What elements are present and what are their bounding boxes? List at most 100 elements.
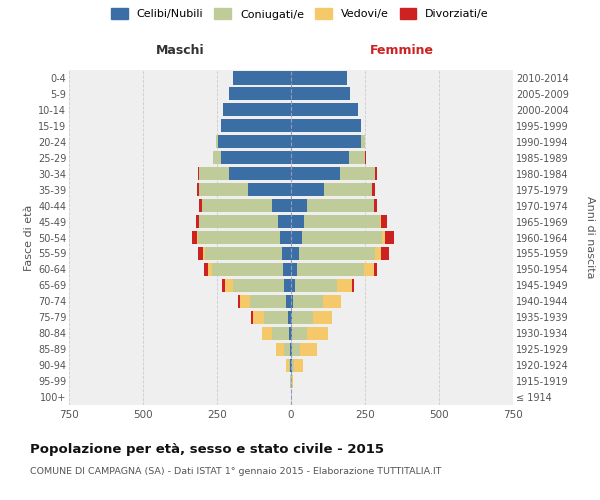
Bar [199,231,280,244]
Bar [292,358,294,372]
Bar [380,215,381,228]
Text: COMUNE DI CAMPAGNA (SA) - Dati ISTAT 1° gennaio 2015 - Elaborazione TUTTITALIA.I: COMUNE DI CAMPAGNA (SA) - Dati ISTAT 1° … [30,468,442,476]
Bar [373,183,375,196]
Bar [291,342,292,355]
Bar [304,215,380,228]
Bar [291,326,292,340]
Bar [225,279,233,292]
Bar [291,120,361,132]
Bar [250,295,286,308]
Bar [291,104,358,117]
Bar [199,215,278,228]
Bar [376,167,377,180]
Bar [199,199,202,212]
Bar [382,231,385,244]
Bar [281,247,291,260]
Bar [307,199,374,212]
Bar [215,135,218,148]
Bar [253,310,265,324]
Bar [291,135,361,148]
Bar [205,247,281,260]
Bar [307,326,328,340]
Bar [199,167,229,180]
Bar [248,183,291,196]
Bar [291,88,350,101]
Bar [199,183,248,196]
Bar [291,215,304,228]
Bar [198,247,203,260]
Bar [292,326,307,340]
Bar [240,295,250,308]
Bar [233,279,284,292]
Bar [340,167,376,180]
Bar [289,358,290,372]
Bar [374,199,377,212]
Bar [361,135,365,148]
Text: Popolazione per età, sesso e stato civile - 2015: Popolazione per età, sesso e stato civil… [30,442,384,456]
Bar [191,231,197,244]
Bar [293,295,323,308]
Bar [290,342,291,355]
Bar [299,247,375,260]
Y-axis label: Fasce di età: Fasce di età [23,204,34,270]
Bar [233,72,291,85]
Text: Maschi: Maschi [155,44,205,58]
Text: Femmine: Femmine [370,44,434,58]
Bar [283,263,291,276]
Bar [323,183,373,196]
Bar [291,183,323,196]
Bar [251,310,253,324]
Bar [291,72,347,85]
Bar [292,374,293,388]
Bar [291,310,292,324]
Bar [292,342,299,355]
Bar [364,263,374,276]
Bar [203,247,205,260]
Bar [221,120,291,132]
Bar [385,231,394,244]
Bar [302,231,382,244]
Bar [265,310,288,324]
Bar [262,326,272,340]
Bar [284,279,291,292]
Bar [291,263,297,276]
Bar [291,279,295,292]
Bar [352,279,354,292]
Bar [202,199,272,212]
Bar [284,342,290,355]
Bar [291,247,299,260]
Bar [349,151,365,164]
Bar [313,310,332,324]
Bar [295,279,337,292]
Bar [291,295,293,308]
Bar [223,104,291,117]
Bar [299,342,317,355]
Bar [291,199,307,212]
Bar [272,326,289,340]
Bar [208,263,212,276]
Bar [276,342,284,355]
Bar [291,151,349,164]
Bar [381,215,386,228]
Bar [218,135,291,148]
Bar [212,151,221,164]
Bar [292,310,313,324]
Bar [286,358,289,372]
Bar [197,183,199,196]
Bar [203,263,208,276]
Legend: Celibi/Nubili, Coniugati/e, Vedovi/e, Divorziati/e: Celibi/Nubili, Coniugati/e, Vedovi/e, Di… [111,8,489,20]
Bar [221,151,291,164]
Bar [222,279,225,292]
Bar [380,247,389,260]
Bar [297,263,364,276]
Bar [278,215,291,228]
Bar [196,215,199,228]
Bar [197,231,199,244]
Bar [291,231,302,244]
Bar [291,167,340,180]
Bar [238,295,240,308]
Bar [286,295,291,308]
Bar [280,231,291,244]
Bar [212,263,283,276]
Bar [289,326,291,340]
